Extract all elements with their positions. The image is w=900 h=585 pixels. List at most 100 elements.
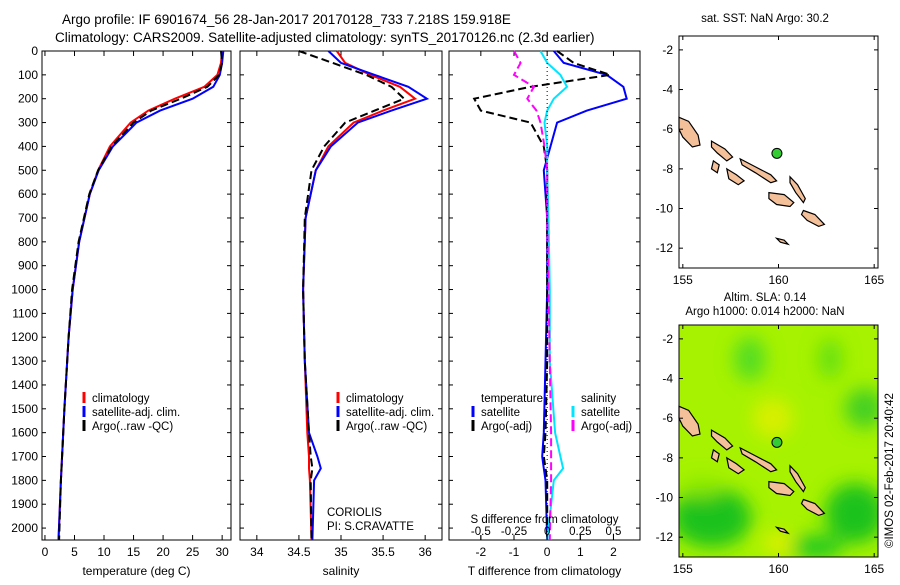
x-tick-label: 36 (418, 545, 432, 559)
profile-panel-salinity: 34 34.5 35 35.5 36 salinity climatology satelli… (239, 50, 443, 578)
island-shape (768, 480, 795, 497)
x-tick-label: 5 (71, 545, 78, 559)
series-line-argo-raw-qc- (298, 50, 406, 541)
y-tick-label: 1600 (11, 426, 38, 440)
y-tick-label: 2000 (11, 521, 38, 535)
lat-tick-label: -2 (662, 43, 673, 57)
x-tick-label: 10 (97, 545, 111, 559)
y-tick-label: 1400 (11, 378, 38, 392)
y-tick-label: 800 (18, 235, 38, 249)
heatmap-blob (752, 398, 793, 439)
x-tick-label: 35 (334, 545, 348, 559)
island-shape (678, 405, 701, 437)
island-shape (789, 175, 806, 204)
x-tick-label: 20 (156, 545, 170, 559)
y-tick-label: 300 (18, 116, 38, 130)
map-title: Altim. SLA: 0.14 (724, 292, 807, 304)
y-tick-label: 1700 (11, 450, 38, 464)
series-line-salinity-argo-adj- (512, 50, 553, 541)
lat-tick-label: -10 (656, 202, 674, 216)
timestamp-stamp: ©IMOS 02-Feb-2017 20:40:42 (884, 393, 896, 548)
heatmap-blob (681, 477, 722, 498)
lon-tick-label: 155 (673, 562, 693, 576)
island-shape (725, 167, 746, 186)
island-shape (710, 448, 720, 463)
legend-label: Argo(..raw -QC) (346, 421, 427, 433)
lon-tick-label: 160 (768, 562, 788, 576)
heatmap-cells (679, 336, 878, 557)
y-tick-label: 600 (18, 187, 38, 201)
y-tick-label: 1300 (11, 354, 38, 368)
island-shape (710, 429, 734, 451)
x-tick-label: 0 (42, 545, 49, 559)
series-line-argo-raw-qc- (58, 50, 224, 541)
title-line-1: Argo profile: IF 6901674_56 28-Jan-2017 … (62, 12, 511, 27)
x2-tick-label: 0.25 (569, 526, 591, 538)
island-shape (800, 209, 826, 228)
argo-location-marker (771, 436, 783, 448)
legend-header: salinity (581, 393, 616, 405)
lon-tick-label: 165 (864, 562, 884, 576)
x-axis-label: salinity (323, 564, 360, 578)
heatmap-blob (679, 487, 752, 548)
legend-label: climatology (92, 393, 150, 405)
map-title: sat. SST: NaN Argo: 30.2 (701, 13, 829, 25)
x-tick-label: 1 (577, 545, 584, 559)
island-shape (710, 159, 720, 174)
heatmap-blob (790, 535, 843, 557)
lat-tick-label: -8 (662, 162, 673, 176)
y-tick-label: 400 (18, 139, 38, 153)
x-tick-label: -1 (509, 545, 520, 559)
island-shape (774, 237, 791, 246)
y-tick-label: 500 (18, 163, 38, 177)
heatmap-blob (825, 483, 878, 544)
lat-tick-label: -10 (656, 491, 674, 505)
x2-tick-label: -0.5 (471, 526, 491, 538)
legend-label: Argo(-adj) (581, 421, 632, 433)
x-tick-label: 35.5 (371, 545, 395, 559)
legend-label: Argo(..raw -QC) (92, 421, 173, 433)
heatmap-blob (844, 388, 878, 429)
heatmap-blob (764, 533, 793, 554)
lon-tick-label: 160 (768, 273, 788, 287)
map-panel-sst_map: 155 160 165 -2 -4 -6 -8 -10 -12 sat. SST: NaN Arg… (656, 13, 885, 287)
series-line-satellite-adj-clim- (57, 50, 225, 541)
profile-panel-temperature: 0 5 10 15 20 25 30 temperature (deg C) 0 100 200 30… (11, 44, 232, 578)
x-tick-label: 34 (250, 545, 264, 559)
lat-tick-label: -12 (656, 241, 674, 255)
institution-label: CORIOLIS (327, 507, 382, 519)
island-shape (725, 456, 746, 475)
heatmap-blob (733, 336, 766, 381)
y-tick-label: 200 (18, 92, 38, 106)
y-tick-label: 1800 (11, 473, 38, 487)
lat-tick-label: -2 (662, 332, 673, 346)
x-tick-label: -2 (475, 545, 486, 559)
legend-label: satellite (481, 407, 520, 419)
island-shape (678, 116, 701, 148)
lon-tick-label: 165 (864, 273, 884, 287)
x-axis-label: temperature (deg C) (82, 564, 190, 578)
island-shape (739, 157, 778, 184)
x2-axis-label: S difference from climatology (470, 514, 618, 526)
series-line-temperature-satellite (541, 50, 628, 541)
lat-tick-label: -6 (662, 122, 673, 136)
heatmap-blob (818, 338, 843, 379)
map-subtitle: Argo h1000: 0.014 h2000: NaN (685, 306, 844, 318)
x2-tick-label: 0.5 (605, 526, 621, 538)
x-tick-label: 34.5 (287, 545, 311, 559)
series-line-satellite-adj-clim- (302, 50, 430, 541)
argo-location-marker (771, 147, 783, 159)
y-tick-label: 1000 (11, 283, 38, 297)
plot-frame (239, 50, 443, 541)
legend-header: temperature (481, 393, 543, 405)
lat-tick-label: -4 (662, 372, 673, 386)
island-shape (739, 446, 778, 473)
series-line-temperature-argo-adj- (472, 50, 611, 540)
lon-tick-label: 155 (673, 273, 693, 287)
legend-label: satellite-adj. clim. (92, 407, 180, 419)
y-tick-label: 1100 (12, 306, 38, 320)
pi-label: PI: S.CRAVATTE (327, 521, 414, 533)
y-tick-label: 900 (18, 259, 38, 273)
x2-tick-label: 0 (544, 526, 550, 538)
